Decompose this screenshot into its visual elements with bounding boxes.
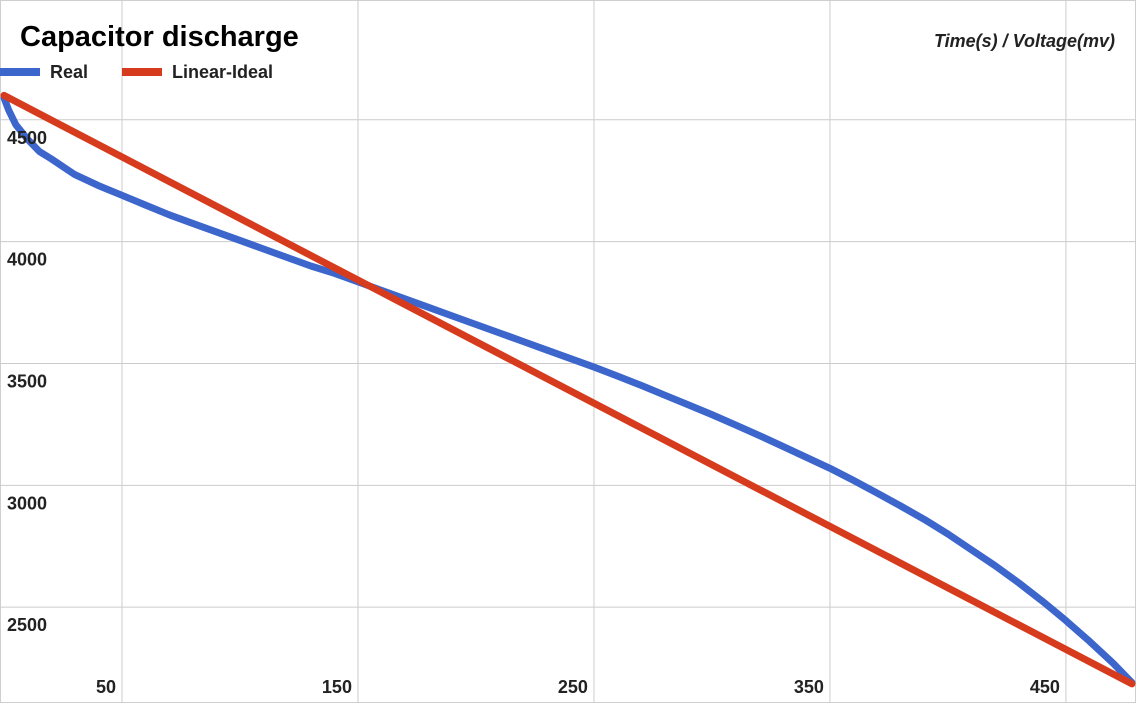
tick-labels: 50 150 250 350 450 2500 3000 3500 4000 4500 bbox=[7, 128, 1060, 697]
y-tick-label: 3000 bbox=[7, 493, 47, 513]
x-tick-label: 350 bbox=[794, 677, 824, 697]
y-tick-label: 4500 bbox=[7, 128, 47, 148]
axis-caption: Time(s) / Voltage(mv) bbox=[934, 31, 1115, 51]
y-tick-label: 4000 bbox=[7, 250, 47, 270]
x-tick-label: 50 bbox=[96, 677, 116, 697]
legend-swatch-real bbox=[0, 68, 40, 76]
legend: Real Linear-Ideal bbox=[0, 62, 273, 82]
x-tick-label: 150 bbox=[322, 677, 352, 697]
chart-title: Capacitor discharge bbox=[20, 21, 299, 53]
x-tick-label: 450 bbox=[1030, 677, 1060, 697]
linear-ideal-series-line bbox=[0, 91, 1136, 688]
x-tick-label: 250 bbox=[558, 677, 588, 697]
y-tick-label: 2500 bbox=[7, 615, 47, 635]
real-series-line bbox=[0, 94, 1136, 687]
series-lines bbox=[0, 91, 1136, 688]
legend-label-linear-ideal: Linear-Ideal bbox=[172, 62, 273, 82]
y-tick-label: 3500 bbox=[7, 371, 47, 391]
legend-swatch-linear-ideal bbox=[122, 68, 162, 76]
legend-label-real: Real bbox=[50, 62, 88, 82]
